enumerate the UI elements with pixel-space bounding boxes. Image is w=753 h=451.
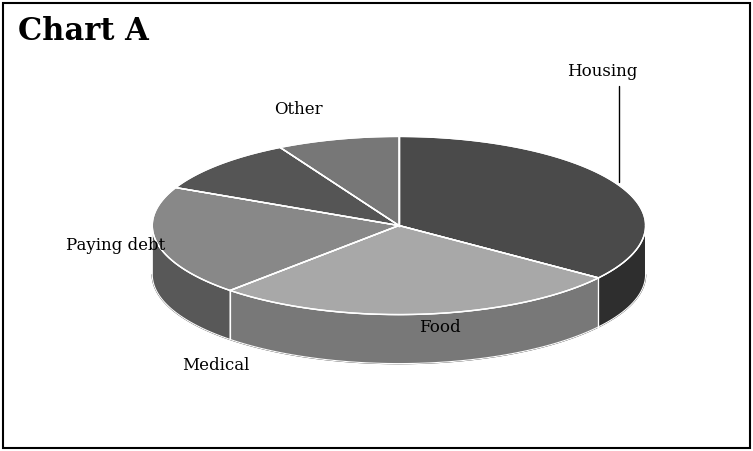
Polygon shape <box>230 226 599 315</box>
Text: Other: Other <box>273 101 322 118</box>
Polygon shape <box>280 136 399 226</box>
Polygon shape <box>175 147 399 226</box>
Text: Paying debt: Paying debt <box>66 237 166 254</box>
Polygon shape <box>230 278 599 364</box>
Polygon shape <box>152 188 399 290</box>
Text: Housing: Housing <box>567 63 638 182</box>
Polygon shape <box>152 275 645 364</box>
Text: Medical: Medical <box>182 357 249 374</box>
Polygon shape <box>399 136 645 278</box>
Text: Food: Food <box>419 319 461 336</box>
Polygon shape <box>599 227 645 327</box>
Text: Chart A: Chart A <box>18 16 148 47</box>
Polygon shape <box>152 226 230 340</box>
